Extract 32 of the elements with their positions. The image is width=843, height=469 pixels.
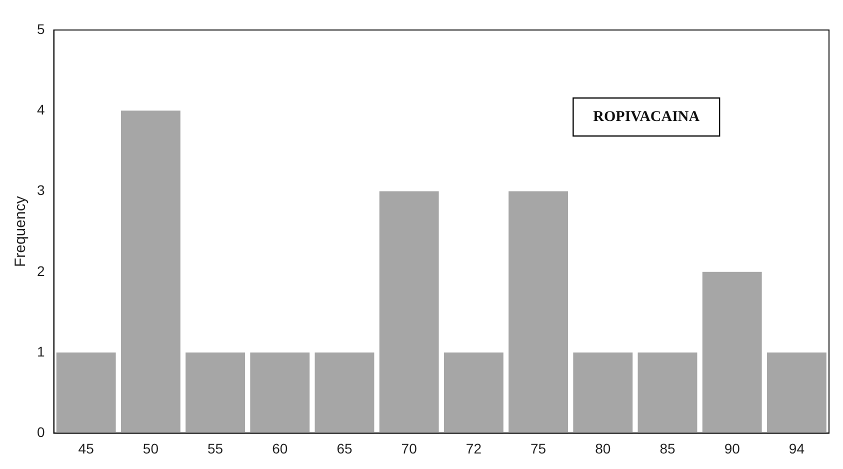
y-axis-title: Frequency [12,196,30,268]
x-tick-label: 75 [530,440,546,456]
bar [186,352,246,434]
y-tick-label: 3 [36,182,45,198]
x-tick-label: 80 [595,440,611,456]
annotation: ROPIVACAINA [593,108,700,125]
y-tick-label: 2 [36,262,45,279]
x-tick-label: 65 [336,440,352,456]
bar [120,110,180,434]
bar [314,352,374,434]
x-tick-label: 85 [660,440,676,456]
y-tick-label: 0 [36,424,45,440]
bar [379,191,439,434]
x-tick-label: 90 [724,440,740,456]
bar [702,272,762,434]
x-tick-label: 70 [401,440,418,456]
x-tick-label: 94 [788,440,805,456]
y-tick-label: 5 [36,20,45,37]
bar [56,352,116,434]
x-tick-label: 55 [208,440,224,456]
bar [573,352,633,434]
bar [444,352,504,434]
y-tick-label: 1 [36,343,45,360]
x-tick-label: 60 [272,440,288,456]
bar [508,191,568,434]
x-tick-label: 50 [142,440,159,456]
y-tick-label: 4 [36,102,45,118]
bar [766,352,826,434]
x-tick-label: 72 [466,440,482,456]
x-tick-label: 45 [78,440,94,456]
bar [250,352,310,434]
bar [638,352,698,434]
